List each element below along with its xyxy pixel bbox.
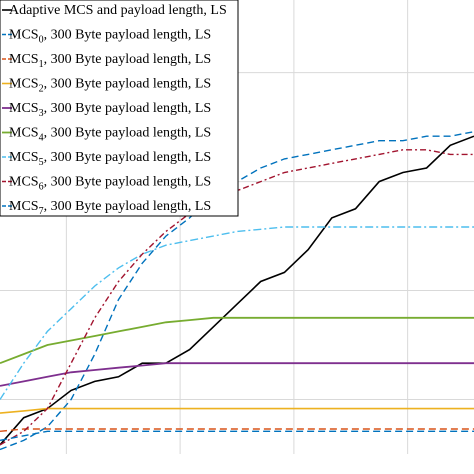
legend-item-0: Adaptive MCS and payload length, LS [2,3,227,18]
series-line-7 [0,149,474,446]
series-line-6 [0,226,474,400]
legend-item-5: MCS4, 300 Byte payload length, LS [2,126,211,144]
legend-item-3: MCS2, 300 Byte payload length, LS [2,77,211,95]
legend-box [0,0,239,217]
series-line-0 [0,135,474,446]
series-line-8 [0,430,474,442]
series-line-3 [0,407,474,414]
legend-item-6: MCS5, 300 Byte payload length, LS [2,150,211,168]
legend-label: MCS5, 300 Byte payload length, LS [9,150,211,168]
legend-label: Adaptive MCS and payload length, LS [9,3,227,18]
legend-item-7: MCS6, 300 Byte payload length, LS [2,175,211,193]
legend-label: MCS4, 300 Byte payload length, LS [9,126,211,144]
legend-item-1: MCS0, 300 Byte payload length, LS [2,28,211,46]
series-line-2 [0,428,474,432]
series-line-4 [0,362,474,387]
legend-item-4: MCS3, 300 Byte payload length, LS [2,101,211,119]
legend-label: MCS6, 300 Byte payload length, LS [9,175,211,193]
legend: Adaptive MCS and payload length, LS MCS0,… [0,0,239,217]
legend-label: MCS2, 300 Byte payload length, LS [9,77,211,95]
legend-label: MCS0, 300 Byte payload length, LS [9,28,211,46]
series-line-5 [0,316,474,365]
legend-item-2: MCS1, 300 Byte payload length, LS [2,52,211,70]
series-lines [0,131,474,451]
legend-label: MCS7, 300 Byte payload length, LS [9,199,211,217]
legend-label: MCS3, 300 Byte payload length, LS [9,101,211,119]
legend-item-8: MCS7, 300 Byte payload length, LS [2,199,211,217]
legend-label: MCS1, 300 Byte payload length, LS [9,52,211,70]
